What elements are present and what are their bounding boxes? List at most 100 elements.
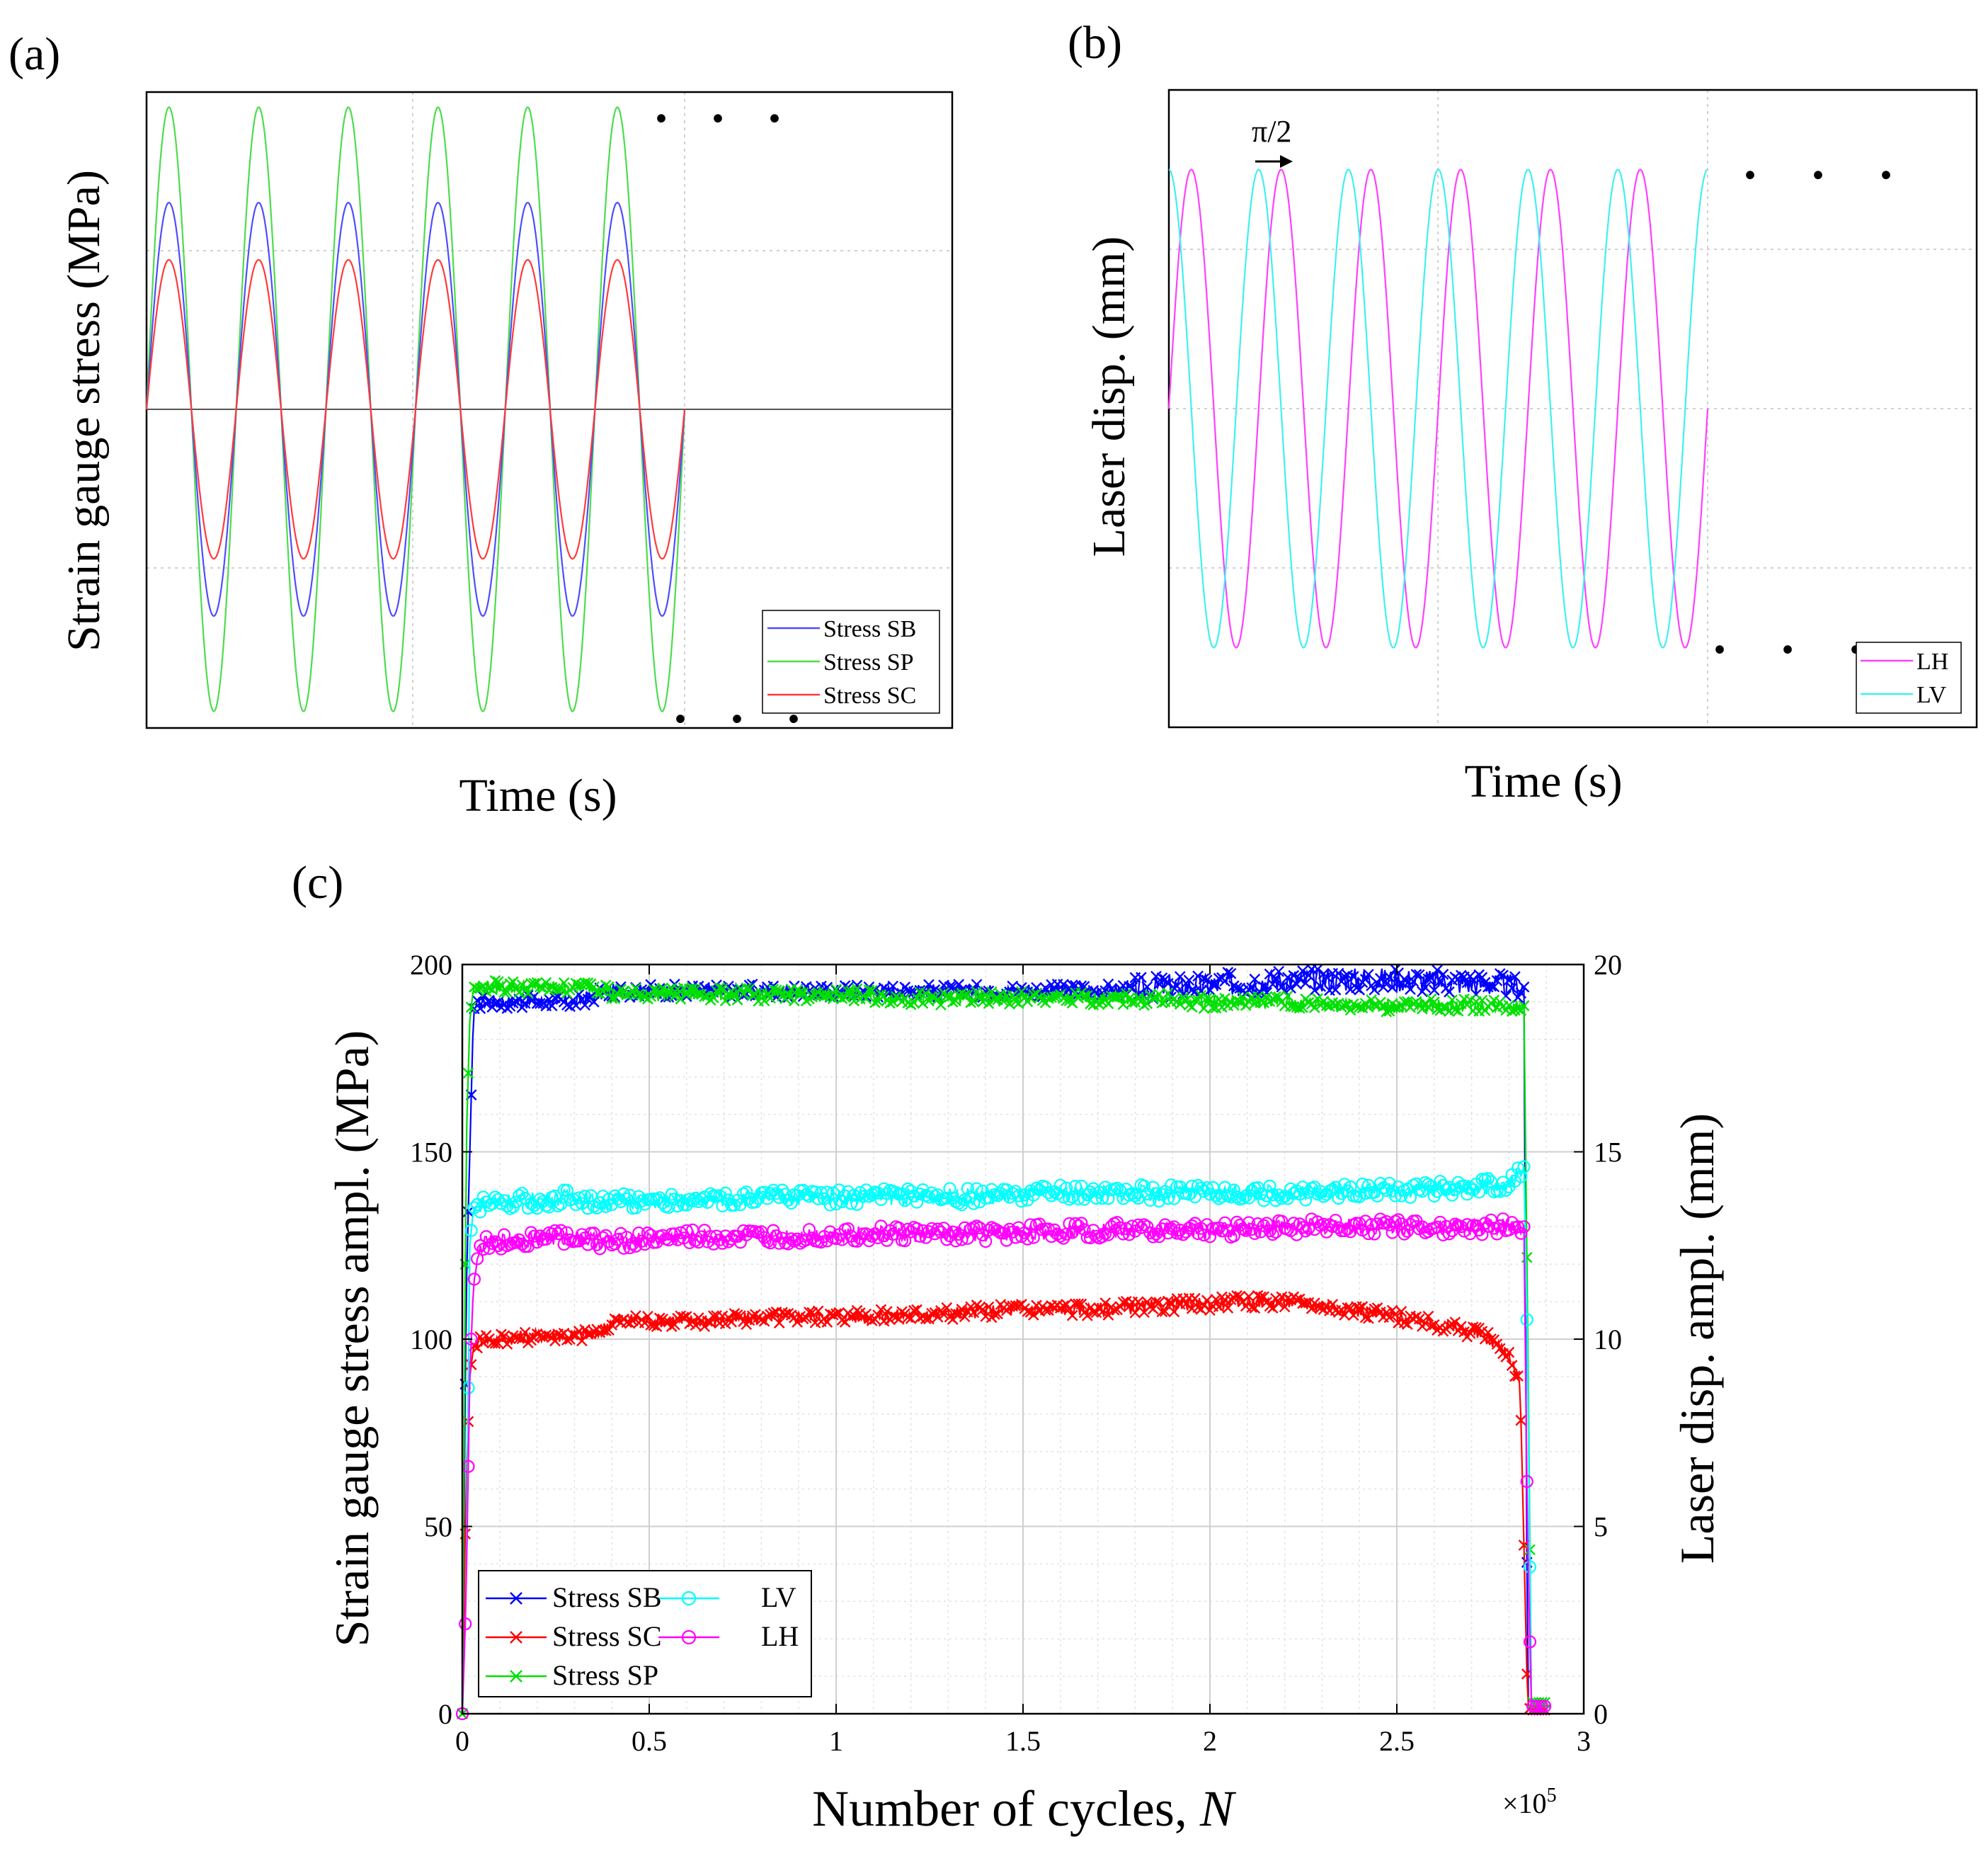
panel-c-xtick-label-4: 2 [1203,1725,1217,1757]
series-marker [528,977,540,989]
series-marker [699,1321,710,1333]
series-marker [1336,1001,1347,1013]
series-marker [935,999,947,1011]
series-marker [1243,1290,1255,1302]
series-marker [1122,1188,1136,1202]
series-marker [875,1304,887,1316]
series-marker [956,1304,968,1315]
series-marker [540,977,552,989]
series-marker [1514,1227,1528,1240]
panel-c-xtick-label-2: 1 [829,1725,843,1757]
series-marker [1312,1300,1323,1312]
series-marker [1075,1179,1088,1193]
legend-label-stress-sb: Stress SB [552,1581,662,1613]
series-marker [1297,965,1308,977]
series-marker [1473,1185,1486,1199]
series-marker [938,1309,949,1321]
series-marker [582,1328,594,1340]
series-marker [1162,1295,1174,1307]
series-marker [967,1197,981,1210]
series-marker [1039,982,1051,994]
series-marker [953,1309,965,1320]
series-marker [765,1309,776,1321]
series-marker [869,996,881,1008]
series-lv [455,1160,1552,1721]
series-marker [1102,1228,1115,1241]
series-marker [1051,1187,1064,1200]
series-marker [599,1229,612,1242]
series-marker [1137,1179,1151,1193]
series-marker [600,979,612,991]
panel-c-ytick-left-label-4: 200 [410,949,452,981]
series-marker [1073,992,1084,1004]
series-marker [1198,973,1210,984]
series-marker [1302,1222,1315,1235]
series-marker [1039,1304,1051,1316]
panel-c-x-multiplier: ×105 [1502,1785,1557,1819]
series-marker [1363,969,1374,980]
series-marker [1506,982,1518,994]
panel-c-xtick-label-6: 3 [1577,1725,1591,1757]
series-marker [491,1239,505,1253]
series-marker [1053,1178,1067,1192]
series-marker [1390,1001,1401,1013]
series-marker [1260,1217,1274,1230]
series-marker [821,1316,833,1328]
series-marker [1444,986,1455,998]
series-marker [926,1307,938,1319]
series-marker [1308,1002,1320,1013]
panel-c-ytick-right-label-2: 10 [1594,1324,1622,1355]
series-marker [1201,992,1213,1004]
series-marker [1499,1183,1513,1197]
series-marker [765,992,776,1004]
series-marker [1170,1227,1184,1240]
series-marker [1161,1192,1175,1205]
series-marker [773,985,785,996]
series-marker [1425,1320,1437,1332]
series-marker [467,1273,481,1286]
series-marker [1449,1316,1461,1328]
series-marker [1373,1212,1387,1226]
series-marker [995,989,1007,1000]
series-marker [534,998,546,1009]
series-marker [1392,1213,1405,1227]
series-marker [943,1182,956,1195]
series-marker [1329,1214,1342,1227]
panel-c-xlabel-var: N [1199,1780,1237,1837]
series-marker [633,988,645,1000]
series-marker [1213,972,1225,984]
series-marker [669,990,680,1002]
series-marker [1222,967,1234,978]
series-marker [1210,1294,1222,1305]
series-marker [1291,1294,1303,1306]
series-marker [941,1302,953,1314]
series-marker [492,996,504,1008]
series-marker [1231,982,1242,994]
series-marker [1413,1313,1425,1325]
series-marker [982,1191,995,1205]
series-marker [1503,999,1515,1011]
series-marker [651,1321,663,1332]
series-marker [1442,1227,1456,1241]
series-stress-sc [145,258,686,560]
series-marker [1218,1180,1232,1194]
series-marker [1237,991,1249,1003]
series-marker [1198,1003,1210,1014]
series-marker [1437,1001,1449,1013]
series-marker [1281,990,1293,1002]
series-marker [1131,1218,1145,1231]
series-marker [827,993,839,1005]
series-marker [1006,1187,1019,1200]
series-marker [1078,981,1090,992]
series-marker [845,1197,858,1210]
series-marker [983,998,995,1009]
series-marker [533,1229,547,1243]
series-marker [1203,1230,1217,1244]
legend-label-stress-sp: Stress SP [552,1659,658,1691]
series-marker [1153,978,1165,990]
series-marker [1249,1302,1261,1314]
series-marker [836,993,848,1004]
series-marker [748,1195,762,1209]
series-marker [1476,972,1488,984]
